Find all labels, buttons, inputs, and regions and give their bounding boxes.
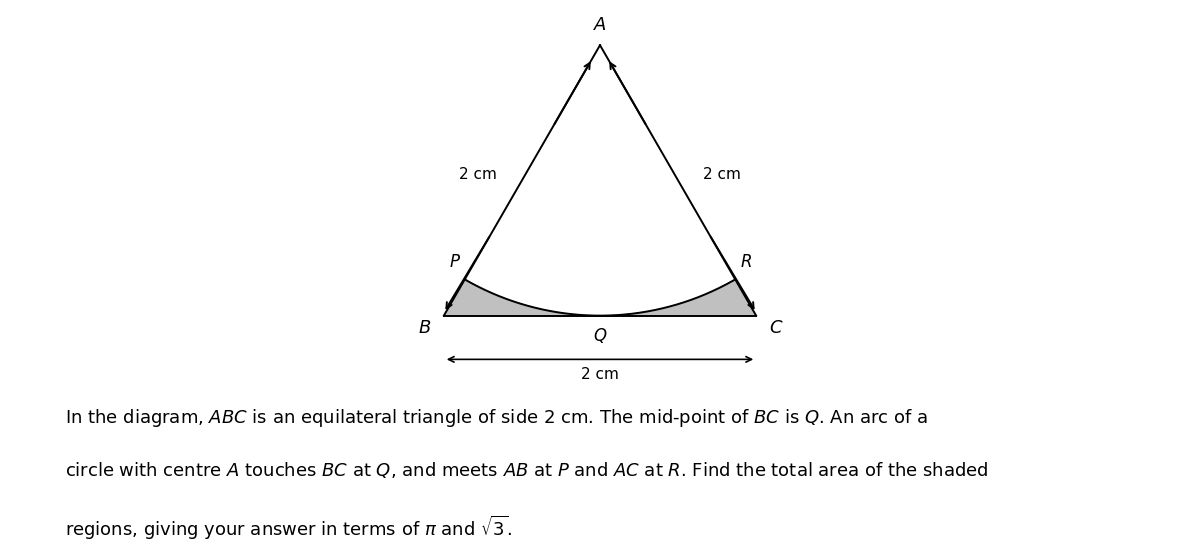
- Polygon shape: [444, 280, 600, 316]
- Text: 2 cm: 2 cm: [460, 167, 497, 182]
- Text: P: P: [449, 253, 460, 271]
- Text: 2 cm: 2 cm: [581, 367, 619, 382]
- Text: 2 cm: 2 cm: [703, 167, 740, 182]
- Polygon shape: [600, 280, 756, 316]
- Text: C: C: [769, 319, 782, 337]
- Text: In the diagram, $ABC$ is an equilateral triangle of side 2 cm. The mid-point of : In the diagram, $ABC$ is an equilateral …: [65, 407, 928, 429]
- Text: A: A: [594, 16, 606, 34]
- Text: regions, giving your answer in terms of $\pi$ and $\sqrt{3}$.: regions, giving your answer in terms of …: [65, 513, 512, 542]
- Text: R: R: [740, 253, 752, 271]
- Text: B: B: [419, 319, 431, 337]
- Text: circle with centre $A$ touches $BC$ at $Q$, and meets $AB$ at $P$ and $AC$ at $R: circle with centre $A$ touches $BC$ at $…: [65, 460, 989, 480]
- Text: Q: Q: [594, 326, 606, 345]
